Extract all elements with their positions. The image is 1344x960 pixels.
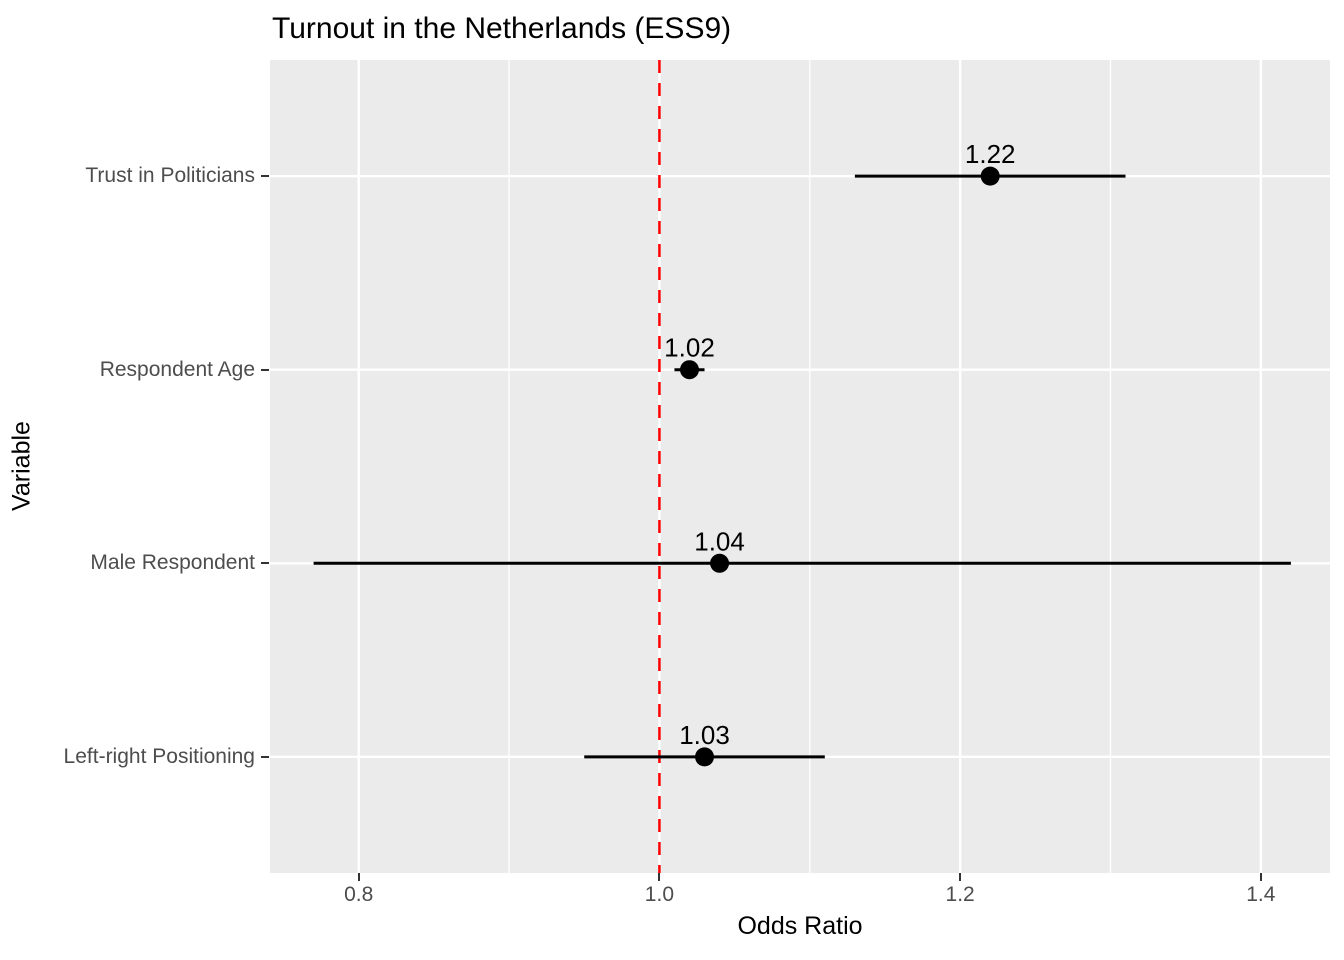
odds-ratio-point <box>710 553 730 573</box>
value-label: 1.22 <box>965 139 1016 169</box>
x-tick-mark <box>1259 873 1262 881</box>
y-tick-mark <box>261 562 269 565</box>
x-tick-label: 1.2 <box>945 883 975 906</box>
y-axis-title: Variable <box>7 421 36 511</box>
panel-background <box>270 60 1330 873</box>
y-tick-label: Male Respondent <box>90 551 255 575</box>
odds-ratio-point <box>980 166 1000 186</box>
value-label: 1.04 <box>694 526 745 556</box>
odds-ratio-point <box>679 360 699 380</box>
x-tick-label: 0.8 <box>344 883 374 906</box>
x-tick-label: 1.0 <box>644 883 675 906</box>
y-tick-mark <box>261 175 269 178</box>
value-label: 1.02 <box>664 333 715 363</box>
y-tick-mark <box>261 755 269 758</box>
x-tick-mark <box>658 873 661 881</box>
x-tick-mark <box>357 873 360 881</box>
plot-canvas: 1.22 1.02 1.04 1.03 <box>270 60 1330 873</box>
value-label: 1.03 <box>679 720 730 750</box>
odds-ratio-point <box>695 747 715 767</box>
y-tick-label: Respondent Age <box>99 357 255 381</box>
x-tick-label: 1.4 <box>1246 883 1276 906</box>
chart-title: Turnout in the Netherlands (ESS9) <box>272 12 732 45</box>
y-tick-label: Trust in Politicians <box>85 164 255 188</box>
y-tick-label: Left-right Positioning <box>63 744 255 768</box>
y-tick-mark <box>261 368 269 371</box>
x-tick-mark <box>959 873 962 881</box>
x-axis-title: Odds Ratio <box>737 912 863 940</box>
plot-panel: 1.22 1.02 1.04 1.03 <box>270 60 1330 873</box>
